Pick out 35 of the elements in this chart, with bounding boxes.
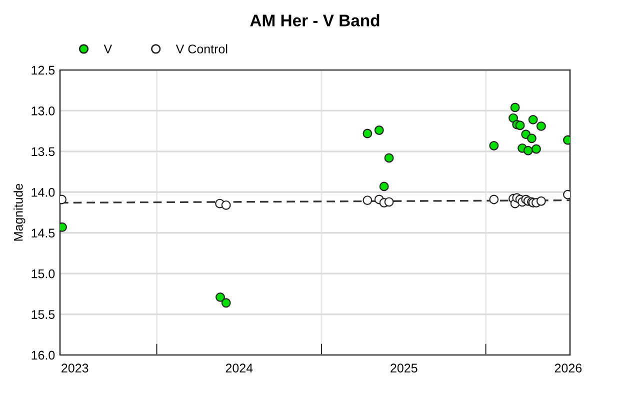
x-tick-label: 2025 bbox=[390, 364, 418, 373]
x-tick-label: 2023 bbox=[62, 364, 88, 373]
point bbox=[374, 126, 384, 135]
point bbox=[510, 102, 520, 112]
point bbox=[489, 194, 499, 204]
point bbox=[362, 196, 372, 206]
chart-title: AM Her - V Band bbox=[250, 14, 380, 26]
point bbox=[221, 200, 231, 210]
point bbox=[362, 128, 372, 138]
y-axis-title: Magnitude bbox=[14, 184, 26, 241]
y-tick-label: 14.0 bbox=[32, 188, 55, 197]
point bbox=[536, 196, 546, 206]
point bbox=[527, 134, 536, 144]
point bbox=[528, 114, 538, 124]
point bbox=[216, 292, 225, 302]
legend-label: V Control bbox=[176, 44, 228, 54]
y-tick-label: 15.5 bbox=[32, 310, 55, 319]
y-tick-label: 16.0 bbox=[32, 350, 55, 360]
y-tick-label: 13.0 bbox=[32, 106, 55, 116]
point bbox=[384, 153, 394, 163]
x-tick-label: 2026 bbox=[554, 364, 582, 373]
legend-label: V bbox=[104, 44, 112, 54]
point bbox=[221, 298, 231, 308]
y-tick-label: 14.5 bbox=[32, 228, 55, 238]
point bbox=[515, 120, 525, 130]
y-tick-label: 15.0 bbox=[32, 269, 55, 278]
point bbox=[532, 144, 541, 154]
point bbox=[536, 121, 546, 131]
point bbox=[379, 182, 389, 192]
point bbox=[523, 146, 533, 156]
x-tick-label: 2024 bbox=[226, 364, 253, 373]
y-tick-label: 12.5 bbox=[32, 66, 55, 75]
y-tick-label: 13.5 bbox=[32, 147, 55, 156]
point bbox=[384, 197, 394, 207]
point bbox=[489, 141, 499, 150]
